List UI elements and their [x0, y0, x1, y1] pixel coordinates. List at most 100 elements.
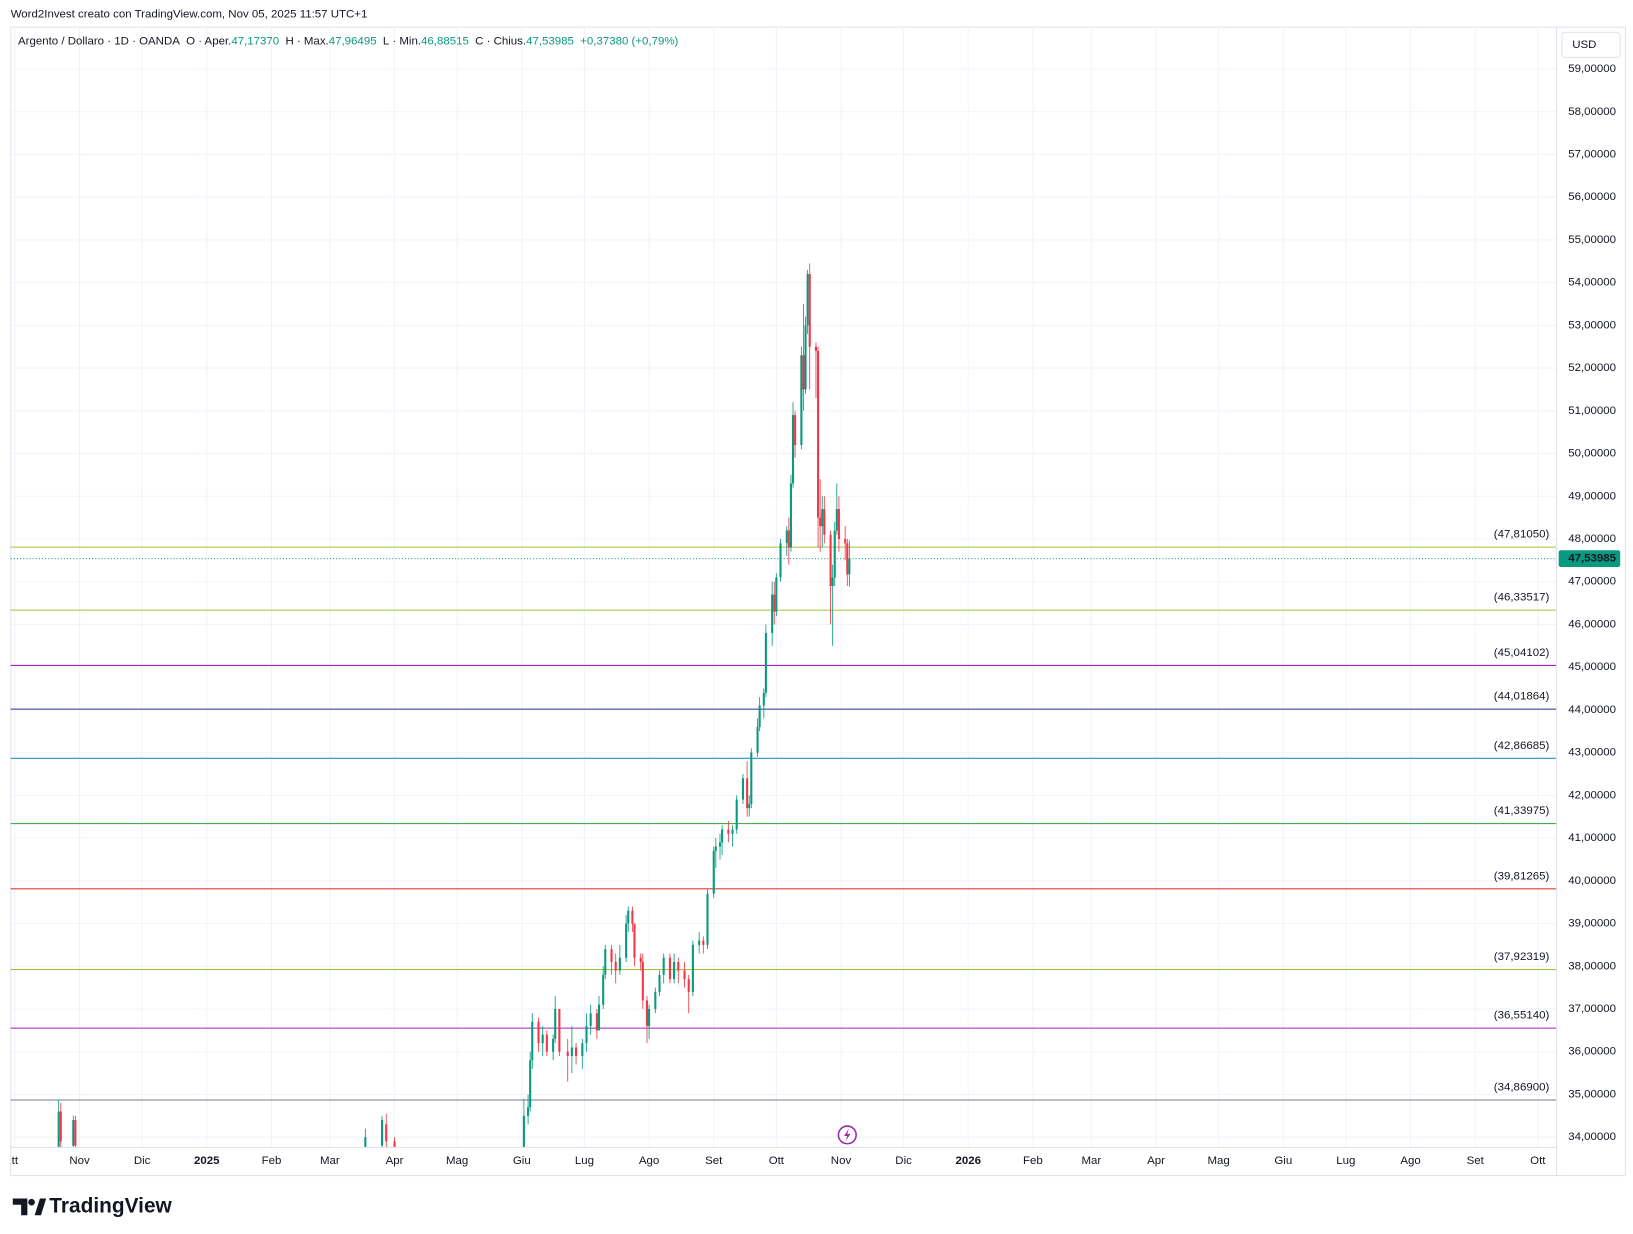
candle-body	[522, 1115, 525, 1148]
legend-change: +0,37380 (+0,79%)	[580, 36, 678, 48]
x-tick-label: Feb	[262, 1155, 282, 1167]
candle-body	[677, 961, 680, 971]
y-tick-label: 58,00000	[1568, 106, 1616, 118]
candle-body	[72, 1120, 75, 1146]
candle-body	[566, 1051, 569, 1056]
y-tick-label: 43,00000	[1568, 747, 1616, 759]
candle-body	[648, 1008, 651, 1027]
legend-symbol: Argento / Dollaro · 1D · OANDA	[18, 36, 180, 48]
currency-button[interactable]	[1561, 31, 1621, 58]
x-tick-label: 2026	[956, 1155, 982, 1167]
legend-value: 46,88515	[421, 36, 469, 48]
legend-label: · Aper.	[198, 36, 231, 48]
candle-body	[658, 974, 661, 992]
candle-body	[610, 949, 613, 962]
candle-body	[714, 846, 717, 851]
candle-body	[775, 577, 778, 612]
candle-body	[727, 829, 730, 834]
candle-body	[691, 944, 694, 992]
x-tick-label: Mar	[320, 1155, 340, 1167]
x-tick-label: Feb	[1023, 1155, 1043, 1167]
candle-body	[74, 1120, 77, 1146]
last-price-tag	[1558, 550, 1621, 567]
legend-value: 47,96495	[329, 36, 377, 48]
candle-body	[802, 355, 805, 390]
candle-body	[531, 1021, 534, 1061]
candle-body	[750, 752, 753, 804]
y-tick-label: 59,00000	[1568, 63, 1616, 75]
level-label: (39,81265)	[1494, 870, 1550, 882]
level-label: (34,86900)	[1494, 1082, 1550, 1094]
candle-body	[575, 1047, 578, 1056]
candle-body	[381, 1120, 384, 1146]
candle-body	[527, 1107, 530, 1116]
level-label: (44,01864)	[1494, 691, 1550, 703]
candle-body	[585, 1026, 588, 1044]
y-tick-label: 56,00000	[1568, 191, 1616, 203]
y-tick-label: 37,00000	[1568, 1003, 1616, 1015]
candle-body	[537, 1021, 540, 1044]
candle-body	[731, 829, 734, 834]
legend-key: L	[383, 36, 389, 48]
brand-name: TradingView	[49, 1194, 172, 1217]
candle-body	[633, 923, 636, 958]
x-tick-label: Dic	[895, 1155, 912, 1167]
candle-body	[789, 483, 792, 548]
x-tick-label: Mag	[1207, 1155, 1229, 1167]
candle-body	[837, 509, 840, 539]
candle-body	[668, 957, 671, 980]
candle-body	[687, 979, 690, 992]
x-tick-label: Set	[705, 1155, 723, 1167]
y-tick-label: 50,00000	[1568, 448, 1616, 460]
attribution: Word2Invest creato con TradingView.com, …	[11, 9, 368, 21]
x-tick-label: Apr	[386, 1155, 404, 1167]
legend-label: · Min.	[392, 36, 421, 48]
candle-body	[762, 692, 765, 706]
candle-body	[589, 1013, 592, 1027]
candle-body	[831, 577, 834, 586]
candle-body	[554, 1008, 557, 1039]
y-tick-label: 55,00000	[1568, 234, 1616, 246]
chart-frame	[10, 26, 1626, 1177]
event-icon[interactable]	[837, 1125, 857, 1145]
candle-body	[817, 350, 820, 518]
candle-body	[746, 778, 749, 809]
candle-body	[741, 778, 745, 800]
level-label: (36,55140)	[1494, 1010, 1550, 1022]
y-tick-label: 53,00000	[1568, 319, 1616, 331]
candle-body	[794, 415, 797, 445]
candle-body	[641, 961, 644, 1001]
candle-body	[364, 1137, 367, 1148]
y-tick-label: 39,00000	[1568, 918, 1616, 930]
candle-body	[791, 415, 795, 484]
legend-value: 47,53985	[526, 36, 574, 48]
candle-body	[773, 594, 776, 612]
y-tick-label: 48,00000	[1568, 533, 1616, 545]
x-tick-label: Apr	[1147, 1155, 1165, 1167]
y-tick-label: 38,00000	[1568, 960, 1616, 972]
x-tick-label: Ott	[1530, 1155, 1546, 1167]
x-tick-label: Mar	[1081, 1155, 1101, 1167]
candle-body	[683, 970, 686, 980]
x-tick-label: Mag	[446, 1155, 468, 1167]
x-tick-label: Dic	[134, 1155, 151, 1167]
candle-body	[645, 1000, 649, 1027]
x-tick-label: Lug	[575, 1155, 594, 1167]
candle-body	[595, 1013, 598, 1031]
y-tick-label: 45,00000	[1568, 661, 1616, 673]
x-tick-label: Giu	[1274, 1155, 1292, 1167]
currency[interactable]: USD	[1572, 39, 1596, 51]
candle-body	[800, 355, 803, 445]
candle-body	[639, 957, 642, 962]
candle-body	[718, 842, 722, 847]
candle-body	[835, 509, 838, 531]
candle-body	[748, 803, 751, 809]
candle-body	[552, 1038, 555, 1052]
x-tick-label: Ago	[1400, 1155, 1420, 1167]
y-tick-label: 44,00000	[1568, 704, 1616, 716]
candle-body	[787, 530, 790, 548]
candle-body	[833, 530, 836, 578]
candle-body	[602, 974, 605, 1005]
candle-body	[806, 274, 809, 326]
legend-label: · Chius.	[487, 36, 527, 48]
